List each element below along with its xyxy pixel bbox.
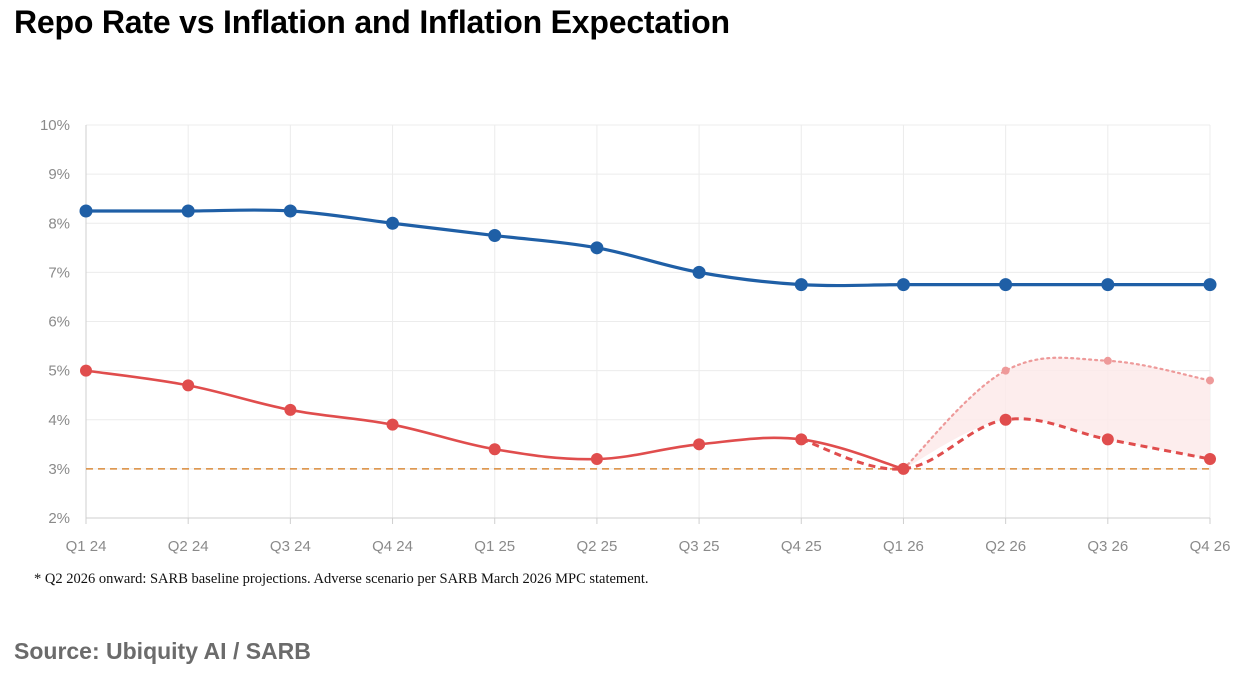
baseline-projection-point (1204, 453, 1216, 466)
inflation-point (284, 403, 297, 416)
source-label: Source: Ubiquity AI / SARB (14, 638, 311, 664)
adverse-scenario-point (1206, 376, 1214, 385)
y-tick-label: 9% (48, 166, 70, 183)
inflation-point (488, 443, 501, 456)
x-tick-label: Q1 24 (66, 538, 107, 555)
inflation-point (182, 379, 195, 392)
series-points (79, 204, 1217, 475)
x-tick-label: Q3 25 (679, 538, 720, 555)
series-lines (85, 208, 1212, 471)
x-tick-label: Q1 25 (474, 538, 515, 555)
repo-rate-point (794, 278, 808, 292)
chart-title: Repo Rate vs Inflation and Inflation Exp… (14, 4, 730, 40)
projection-band (903, 357, 1210, 469)
y-tick-label: 6% (48, 314, 70, 331)
x-tick-label: Q2 26 (985, 538, 1026, 555)
repo-rate-point (896, 278, 910, 292)
y-axis-ticks: 2% 3% 4% 5% 6% 7% 8% 9% 10% (40, 117, 70, 527)
repo-rate-point (692, 265, 706, 279)
grid-lines (85, 124, 1211, 519)
y-tick-label: 2% (48, 510, 70, 527)
inflation-point (897, 462, 910, 475)
y-tick-label: 8% (48, 215, 70, 232)
y-tick-label: 3% (48, 461, 70, 478)
repo-rate-point (1101, 278, 1115, 292)
repo-rate-point (488, 229, 502, 243)
baseline-projection-point (999, 413, 1012, 426)
inflation-point (693, 438, 706, 451)
repo-rate-line (86, 208, 1210, 288)
y-tick-label: 5% (48, 363, 70, 380)
repo-rate-point (590, 241, 604, 255)
repo-rate-point (181, 204, 195, 218)
inflation-point (386, 418, 399, 431)
adverse-scenario-band (903, 357, 1210, 469)
repo-rate-point (386, 216, 400, 230)
x-tick-label: Q2 25 (576, 538, 617, 555)
repo-rate-point (283, 204, 297, 218)
x-tick-label: Q1 26 (883, 538, 924, 555)
y-tick-label: 10% (40, 117, 70, 134)
x-axis-ticks: Q1 24 Q2 24 Q3 24 Q4 24 Q1 25 Q2 25 Q3 25 Q4 25… (66, 518, 1231, 555)
footnote: * Q2 2026 onward: SARB baseline projecti… (34, 571, 649, 587)
line-chart: 2% 3% 4% 5% 6% 7% 8% 9% 10% Q1 24 Q2 24 Q3 24 Q4 24… (40, 117, 1231, 555)
x-tick-label: Q4 26 (1190, 538, 1231, 555)
x-tick-label: Q4 25 (781, 538, 822, 555)
x-tick-label: Q4 24 (372, 538, 413, 555)
y-tick-label: 7% (48, 264, 70, 281)
baseline-projection-point (1101, 433, 1114, 446)
adverse-scenario-point (1001, 366, 1010, 375)
repo-rate-point (1203, 278, 1217, 292)
inflation-point (590, 453, 603, 466)
x-tick-label: Q3 26 (1087, 538, 1128, 555)
y-tick-label: 4% (48, 412, 70, 429)
x-tick-label: Q3 24 (270, 538, 311, 555)
x-tick-label: Q2 24 (168, 538, 209, 555)
repo-rate-point (999, 278, 1013, 292)
repo-rate-point (79, 204, 93, 218)
adverse-scenario-point (1103, 356, 1112, 365)
adverse-scenario-line (902, 356, 1212, 470)
inflation-point (795, 433, 808, 446)
inflation-point (80, 364, 92, 377)
